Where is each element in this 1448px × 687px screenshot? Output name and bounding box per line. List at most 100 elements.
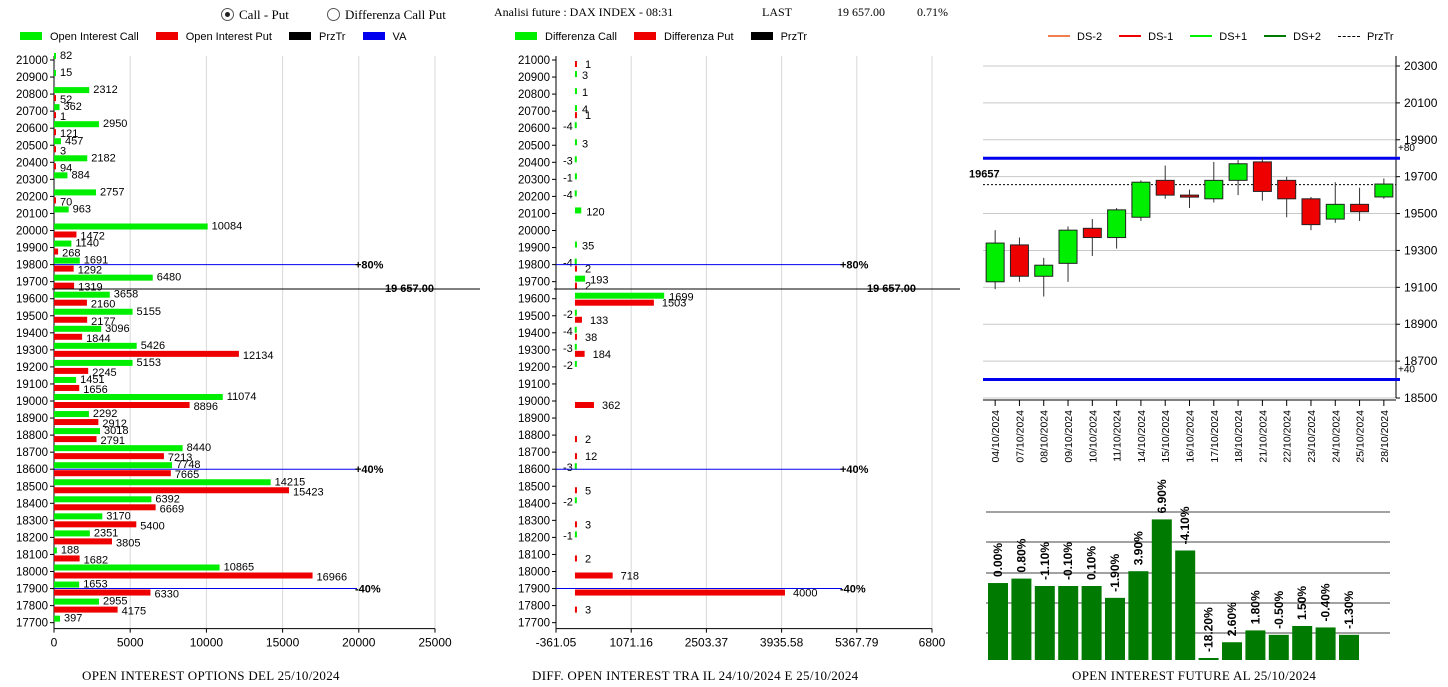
call-bar <box>54 308 133 315</box>
y-tick-label: 20100 <box>1404 96 1438 110</box>
call-bar <box>54 325 102 332</box>
call-bar <box>54 581 80 588</box>
radio-differenza[interactable]: Differenza Call Put <box>327 7 446 23</box>
put-value-label: 1656 <box>83 384 107 396</box>
date-label: 17/10/2024 <box>1209 410 1221 463</box>
strike-label: 20100 <box>16 208 48 220</box>
put-bar <box>574 265 577 272</box>
put-bar <box>54 487 290 494</box>
call-bar <box>54 376 77 383</box>
date-label: 04/10/2024 <box>990 410 1002 463</box>
date-label: 15/10/2024 <box>1160 410 1172 463</box>
call-bar <box>54 240 72 247</box>
candle-body <box>1301 198 1321 226</box>
legend-item-przt-right: PrzTr <box>1338 31 1394 43</box>
call-value-label: 2292 <box>93 408 117 420</box>
call-value-label: 4 <box>582 104 588 116</box>
legend-right: DS-2 DS-1 DS+1 DS+2 PrzTr <box>1048 31 1394 43</box>
call-bar <box>54 547 57 554</box>
call-value-label: -4 <box>563 258 573 270</box>
legend-item-va: VA <box>362 31 406 43</box>
legend-item-diff-call: Differenza Call <box>515 31 617 43</box>
x-tick-label: 5000 <box>117 636 144 650</box>
future-oi-bar <box>1034 586 1055 660</box>
candle-body <box>1277 179 1297 200</box>
put-value-label: 6330 <box>154 589 178 601</box>
call-bar <box>574 88 577 95</box>
strike-label: 17800 <box>518 601 550 613</box>
put-value-label: 2791 <box>101 435 125 447</box>
put-value-label: 3 <box>60 145 66 157</box>
date-label: 22/10/2024 <box>1282 410 1294 463</box>
call-value-label: 1 <box>582 87 588 99</box>
x-tick-label: 2503.37 <box>685 636 729 650</box>
call-bar <box>574 156 577 163</box>
call-value-label: 120 <box>586 206 604 218</box>
strike-label: 19500 <box>16 311 48 323</box>
call-bar <box>54 513 103 520</box>
put-value-label: 1472 <box>80 231 104 243</box>
call-bar <box>54 121 99 128</box>
put-value-label: 718 <box>621 571 639 583</box>
strike-label: 18100 <box>16 549 48 561</box>
call-bar <box>54 257 80 264</box>
x-tick-label: 15000 <box>266 636 300 650</box>
call-value-label: 7748 <box>176 459 200 471</box>
future-oi-bar <box>1151 519 1172 660</box>
call-bar <box>574 190 577 197</box>
call-bar <box>54 479 271 486</box>
call-value-label: -1 <box>563 530 573 542</box>
call-value-label: 2955 <box>103 596 127 608</box>
last-label: LAST <box>762 5 792 19</box>
strike-label: 21000 <box>518 55 550 67</box>
strike-label: 20100 <box>518 208 550 220</box>
date-label: 09/10/2024 <box>1063 410 1075 463</box>
call-bar <box>54 87 90 94</box>
candle-body <box>1034 264 1054 277</box>
future-candlestick-chart: 20300 20100 19900 19700 19500 19300 19100 18900… <box>969 56 1438 463</box>
future-oi-label: -1.30% <box>1342 590 1356 628</box>
put-bar <box>54 282 75 289</box>
call-value-label: 3 <box>582 138 588 150</box>
y-tick-label: 19100 <box>1404 280 1438 294</box>
strike-label: 19700 <box>16 277 48 289</box>
x-tick-label: 10000 <box>190 636 224 650</box>
put-bar <box>54 504 156 511</box>
put-bar <box>574 436 577 443</box>
put-bar <box>54 589 151 596</box>
future-oi-bar <box>988 583 1008 660</box>
y-tick-label: 18900 <box>1404 317 1438 331</box>
put-value-label: 2160 <box>91 299 115 311</box>
strike-label: 18300 <box>16 515 48 527</box>
call-bar <box>54 274 153 281</box>
put-bar <box>54 112 56 119</box>
put-bar <box>54 419 99 426</box>
date-label: 10/10/2024 <box>1087 410 1099 463</box>
put-value-label: 2 <box>585 264 591 276</box>
x-tick-label: 1071.16 <box>610 636 654 650</box>
put-bar <box>574 112 577 119</box>
call-value-label: 1451 <box>80 374 104 386</box>
put-bar <box>574 61 577 67</box>
put-bar <box>54 231 77 238</box>
date-label: 23/10/2024 <box>1306 410 1318 463</box>
legend-mid: Differenza Call Differenza Put PrzTr <box>515 31 807 43</box>
put-bar <box>574 572 613 579</box>
radio-call-put[interactable]: Call - Put <box>221 7 289 23</box>
candle-body <box>1180 194 1199 198</box>
date-label: 07/10/2024 <box>1014 410 1026 463</box>
call-value-label: 1691 <box>84 255 108 267</box>
strike-label: 19300 <box>518 345 550 357</box>
strike-label: 19800 <box>16 260 48 272</box>
legend-item-przt: PrzTr <box>289 31 345 43</box>
put-bar <box>574 521 577 528</box>
y-tick-label: 19700 <box>1404 170 1438 184</box>
x-tick-label: -361.05 <box>536 636 577 650</box>
put-value-label: 2177 <box>91 316 115 328</box>
strike-label: 18500 <box>16 481 48 493</box>
x-tick-label: 20000 <box>342 636 376 650</box>
strike-label: 19400 <box>518 328 550 340</box>
future-oi-bar <box>1222 642 1242 660</box>
call-value-label: 362 <box>64 101 82 113</box>
strike-label: 18100 <box>518 549 550 561</box>
